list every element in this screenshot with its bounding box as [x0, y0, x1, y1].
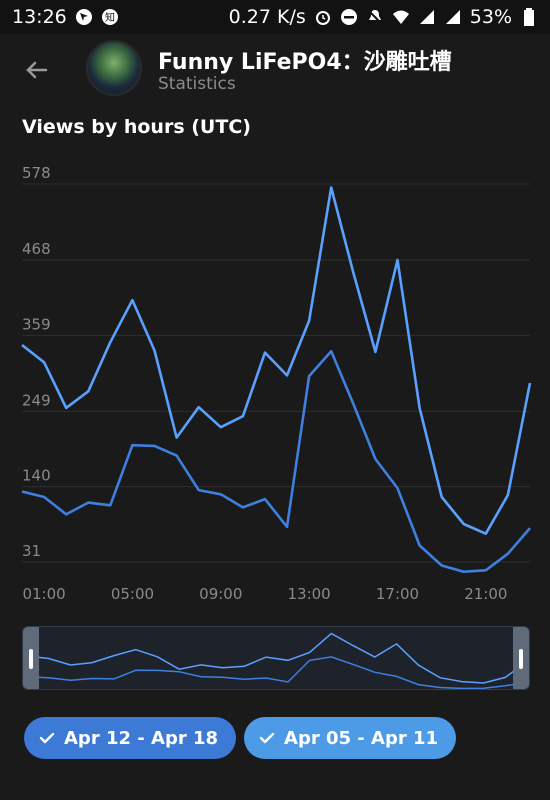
status-bar: 13:26 知 0.27 K/s 53% [0, 0, 550, 34]
range-selector[interactable] [22, 626, 530, 690]
page-subtitle: Statistics [158, 74, 236, 94]
range-end-handle[interactable] [513, 627, 529, 689]
do-not-disturb-icon [340, 8, 358, 26]
navigation-icon [75, 8, 93, 26]
signal-roaming-icon [444, 8, 462, 26]
y-tick-label: 359 [22, 315, 51, 333]
status-time: 13:26 [12, 6, 67, 28]
check-icon [259, 732, 275, 744]
alarm-icon [314, 8, 332, 26]
channel-title: Funny LiFePO4：沙雕吐槽 [158, 50, 452, 75]
check-icon [39, 732, 55, 744]
battery-percentage: 53% [469, 6, 512, 28]
x-tick-label: 05:00 [111, 585, 154, 603]
filter-chip-label: Apr 12 - Apr 18 [64, 727, 219, 749]
range-selector-preview [26, 632, 528, 689]
y-tick-label: 140 [22, 467, 51, 485]
x-tick-label: 21:00 [464, 585, 507, 603]
network-speed: 0.27 K/s [228, 6, 306, 28]
filter-chip-apr12-apr18[interactable]: Apr 12 - Apr 18 [24, 717, 237, 759]
header: Funny LiFePO4：沙雕吐槽 Statistics [0, 34, 550, 106]
chart-title: Views by hours (UTC) [22, 116, 251, 138]
x-tick-label: 17:00 [376, 585, 419, 603]
back-arrow-icon [26, 61, 48, 79]
x-tick-label: 13:00 [288, 585, 331, 603]
x-tick-label: 01:00 [22, 585, 65, 603]
series-line-2 [21, 349, 531, 574]
series-line-1 [21, 186, 532, 536]
mini-series-line-2 [26, 656, 528, 689]
y-tick-label: 578 [22, 164, 51, 182]
back-button[interactable] [20, 54, 52, 86]
wifi-icon [392, 8, 410, 26]
battery-icon [520, 8, 538, 26]
filter-chip-label: Apr 05 - Apr 11 [284, 727, 439, 749]
views-line-chart: 31 140 249 359 468 578 01:00 05:00 09:00 13:00 17:… [21, 164, 532, 603]
mini-series-line-1 [26, 632, 528, 684]
svg-text:知: 知 [105, 11, 115, 24]
y-tick-label: 468 [22, 240, 51, 258]
signal-icon [418, 8, 436, 26]
y-tick-label: 31 [22, 542, 41, 560]
app-notification-icon: 知 [101, 8, 119, 26]
filter-chip-apr05-apr11[interactable]: Apr 05 - Apr 11 [244, 717, 457, 759]
y-tick-label: 249 [22, 391, 51, 409]
notifications-off-icon [366, 8, 384, 26]
x-tick-label: 09:00 [199, 585, 242, 603]
range-start-handle[interactable] [23, 627, 39, 689]
channel-avatar [86, 40, 142, 96]
